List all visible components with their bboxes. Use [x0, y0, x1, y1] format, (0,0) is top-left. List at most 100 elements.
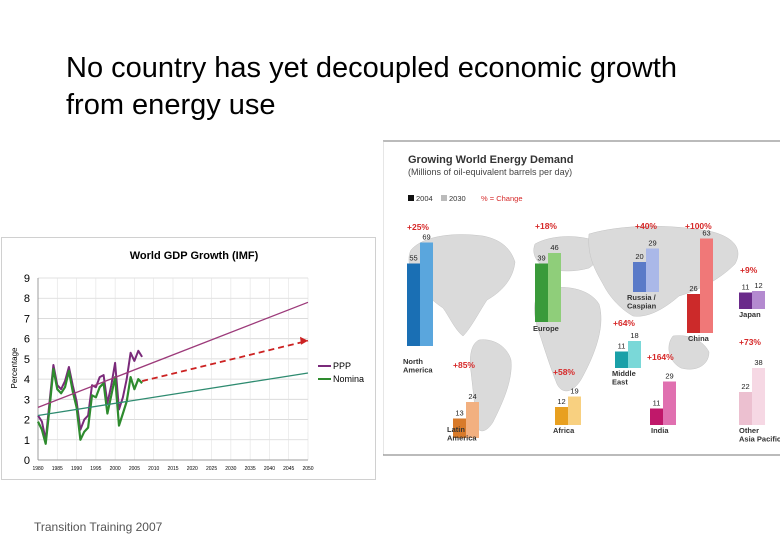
bar-2004-russia-caspian: [633, 262, 646, 292]
region-label-africa: Africa: [553, 426, 575, 435]
change-label-middle-east: +64%: [613, 318, 635, 328]
value-label-2004-europe: 39: [537, 254, 545, 263]
change-label-china: +100%: [685, 221, 712, 231]
bar-2004-japan: [739, 292, 752, 309]
gdp-x-tick-label: 2035: [245, 466, 256, 472]
bar-2030-india: [663, 381, 676, 425]
value-label-2004-middle-east: 11: [618, 342, 626, 351]
bar-2004-india: [650, 408, 663, 425]
value-label-2030-europe: 46: [550, 243, 558, 252]
bar-2004-china: [687, 294, 700, 333]
region-label-china: China: [688, 334, 710, 343]
slide-footer: Transition Training 2007: [34, 520, 163, 534]
region-label-europe: Europe: [533, 324, 559, 333]
legend-swatch-2004: [408, 195, 414, 201]
bar-2004-north-america: [407, 263, 420, 346]
region-label-japan: Japan: [739, 310, 761, 319]
gdp-series-ppp: [37, 349, 143, 441]
gdp-y-tick-label: 2: [24, 415, 30, 427]
gdp-x-tick-label: 2025: [206, 466, 217, 472]
value-label-2004-russia-caspian: 20: [635, 252, 643, 261]
bar-2030-japan: [752, 291, 765, 309]
gdp-y-tick-label: 4: [24, 374, 30, 386]
bar-2004-africa: [555, 407, 568, 425]
legend-label-2004: 2004: [416, 194, 433, 203]
gdp-x-tick-label: 1980: [32, 466, 43, 472]
value-label-2030-china: 63: [702, 229, 710, 238]
slide-title: No country has yet decoupled economic gr…: [66, 52, 677, 121]
bar-2030-north-america: [420, 242, 433, 346]
change-label-russia-caspian: +40%: [635, 221, 657, 231]
region-label-india: India: [651, 426, 669, 435]
gdp-x-tick-label: 2000: [110, 466, 121, 472]
region-label-russia-caspian: Russia / Caspian: [627, 293, 657, 311]
gdp-y-tick-label: 5: [24, 354, 30, 366]
gdp-trend-ppp: [37, 301, 309, 409]
value-label-2004-japan: 11: [742, 283, 750, 292]
change-label-latin-america: +85%: [453, 360, 475, 370]
value-label-2004-africa: 12: [557, 397, 565, 406]
change-label-north-america: +25%: [407, 222, 429, 232]
value-label-2030-north-america: 69: [422, 233, 430, 242]
gdp-series-nominal: [37, 367, 143, 445]
gdp-y-tick-label: 7: [24, 313, 30, 325]
value-label-2004-china: 26: [689, 284, 697, 293]
bar-2004-latin-america: [453, 418, 466, 438]
bar-2030-other-asia-pacific: [752, 368, 765, 425]
gdp-x-tick-label: 1995: [90, 466, 101, 472]
region-label-north-america: North America: [403, 357, 433, 375]
legend-label-change: % = Change: [481, 194, 523, 203]
gdp-x-tick-label: 2015: [167, 466, 178, 472]
value-label-2004-india: 11: [653, 399, 661, 408]
legend-label-2030: 2030: [449, 194, 466, 203]
gdp-forecast-arrowhead: [300, 336, 308, 345]
region-label-middle-east: Middle East: [612, 369, 636, 387]
energy-legend: 2004 2030 % = Change: [408, 194, 523, 203]
energy-chart-title: Growing World Energy Demand: [408, 154, 573, 166]
gdp-y-tick-label: 0: [24, 455, 30, 467]
gdp-chart: World GDP Growth (IMF) Percentage 0 1 2 3 4 5…: [10, 250, 364, 472]
value-label-2004-north-america: 55: [409, 254, 417, 263]
gdp-x-tick-label: 1985: [52, 466, 63, 472]
gdp-trend-forecast: [141, 339, 309, 382]
gdp-x-tick-label: 2010: [148, 466, 159, 472]
gdp-x-tick-label: 2020: [187, 466, 198, 472]
bar-2030-china: [700, 238, 713, 333]
region-label-latin-america: Latin America: [447, 425, 477, 443]
region-label-other-asia-pacific: Other Asia Pacific: [739, 426, 780, 444]
gdp-trend-nominal: [37, 372, 309, 417]
legend-label-ppp: PPP: [333, 361, 351, 371]
gdp-y-tick-label: 3: [24, 394, 30, 406]
value-label-2030-middle-east: 18: [630, 331, 638, 340]
gdp-x-tick-label: 1990: [71, 466, 82, 472]
bar-2004-europe: [535, 263, 548, 322]
bar-2030-latin-america: [466, 402, 479, 438]
value-label-2004-other-asia-pacific: 22: [741, 382, 749, 391]
gdp-chart-panel: World GDP Growth (IMF) Percentage 0 1 2 3 4 5…: [2, 238, 375, 479]
gdp-x-tick-label: 2050: [302, 466, 313, 472]
gdp-x-tick-label: 2040: [264, 466, 275, 472]
energy-demand-chart: Growing World Energy Demand (Millions of…: [382, 140, 780, 456]
legend-label-nominal: Nomina: [333, 374, 364, 384]
bar-2004-middle-east: [615, 351, 628, 368]
value-label-2030-other-asia-pacific: 38: [754, 358, 762, 367]
gdp-y-tick-label: 6: [24, 334, 30, 346]
gdp-y-tick-label: 1: [24, 435, 30, 447]
change-label-other-asia-pacific: +73%: [739, 337, 761, 347]
bar-2030-africa: [568, 396, 581, 425]
gdp-y-axis-label: Percentage: [10, 347, 19, 388]
gdp-y-tick-label: 9: [24, 273, 30, 285]
change-label-india: +164%: [647, 352, 674, 362]
legend-swatch-2030: [441, 195, 447, 201]
value-label-2004-latin-america: 13: [455, 409, 463, 418]
value-label-2030-latin-america: 24: [468, 392, 476, 401]
change-label-europe: +18%: [535, 221, 557, 231]
change-label-japan: +9%: [740, 265, 758, 275]
value-label-2030-africa: 19: [570, 387, 578, 396]
change-label-africa: +58%: [553, 367, 575, 377]
gdp-legend: PPP Nomina: [318, 361, 364, 384]
bar-2030-europe: [548, 253, 561, 322]
value-label-2030-russia-caspian: 29: [648, 239, 656, 248]
energy-demand-panel: Growing World Energy Demand (Millions of…: [382, 140, 780, 456]
gdp-x-tick-label: 2005: [129, 466, 140, 472]
